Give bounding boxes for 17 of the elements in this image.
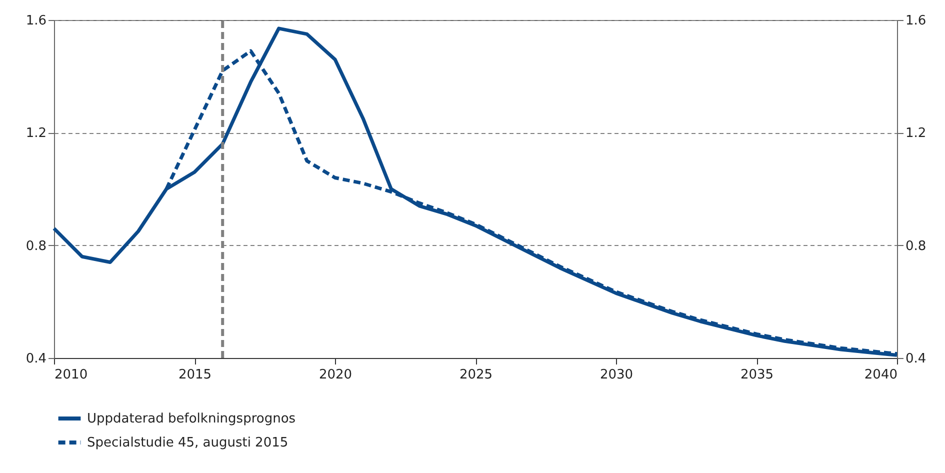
y-tick-label: 1.6 (26, 14, 46, 28)
y-tick-label: 1.2 (26, 126, 46, 142)
x-tick-label: 2035 (740, 368, 774, 382)
y2-tick-label: 0.8 (906, 238, 926, 254)
legend-label: Uppdaterad befolkningsprognos (87, 412, 296, 426)
legend-label: Specialstudie 45, augusti 2015 (87, 436, 288, 450)
y-tick-label: 0.8 (26, 238, 46, 254)
y2-tick-label: 1.2 (906, 126, 926, 142)
x-tick-label: 2030 (600, 368, 634, 382)
x-tick-label: 2010 (54, 368, 88, 382)
x-tick-label: 2025 (459, 368, 493, 382)
x-tick-label: 2040 (864, 368, 898, 382)
x-tick-label: 2015 (178, 368, 212, 382)
y2-tick-label: 0.4 (906, 352, 926, 366)
y-tick-label: 0.4 (26, 352, 46, 366)
x-tick-label: 2020 (318, 368, 352, 382)
y2-tick-label: 1.6 (906, 14, 926, 28)
